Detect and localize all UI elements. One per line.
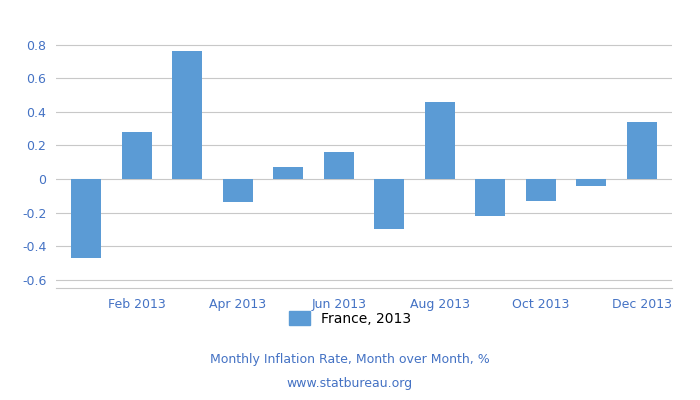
- Bar: [323, 152, 354, 179]
- Bar: [273, 167, 303, 179]
- Bar: [526, 179, 556, 201]
- Bar: [374, 179, 405, 229]
- Bar: [71, 179, 101, 258]
- Bar: [122, 132, 152, 179]
- Text: www.statbureau.org: www.statbureau.org: [287, 378, 413, 390]
- Bar: [172, 52, 202, 179]
- Text: Monthly Inflation Rate, Month over Month, %: Monthly Inflation Rate, Month over Month…: [210, 354, 490, 366]
- Bar: [425, 102, 455, 179]
- Bar: [223, 179, 253, 202]
- Bar: [626, 122, 657, 179]
- Bar: [475, 179, 505, 216]
- Bar: [576, 179, 606, 186]
- Legend: France, 2013: France, 2013: [289, 311, 411, 326]
